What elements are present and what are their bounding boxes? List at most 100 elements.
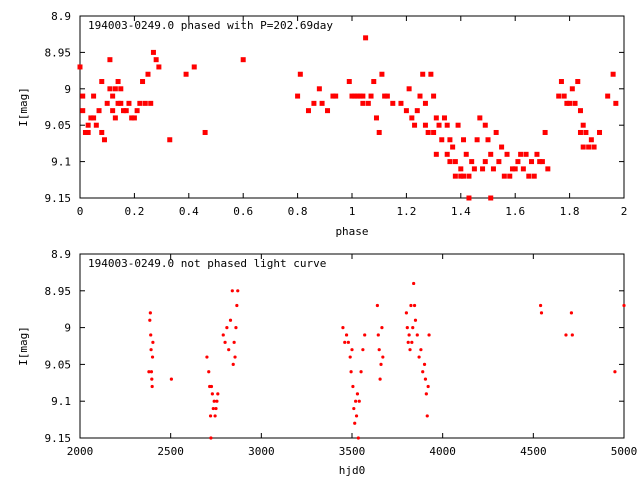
data-point xyxy=(515,159,521,165)
data-point xyxy=(488,195,494,201)
y-axis-label: I[mag] xyxy=(17,87,30,127)
data-point xyxy=(431,129,437,135)
data-points xyxy=(147,281,626,440)
data-point xyxy=(207,370,211,374)
data-point xyxy=(409,115,415,121)
data-point xyxy=(121,108,127,114)
data-point xyxy=(221,333,225,337)
data-point xyxy=(137,100,143,106)
data-point xyxy=(183,71,189,77)
data-point xyxy=(355,392,360,396)
data-point xyxy=(564,100,570,106)
data-point xyxy=(439,137,445,143)
data-point xyxy=(447,159,453,165)
data-point xyxy=(376,333,380,337)
data-point xyxy=(169,377,173,381)
data-point xyxy=(580,144,586,150)
data-point xyxy=(441,115,447,121)
data-point xyxy=(450,144,456,150)
chart-title: 194003-0249.0 not phased light curve xyxy=(88,257,326,270)
data-point xyxy=(488,151,494,157)
data-point xyxy=(407,333,411,337)
data-point xyxy=(572,100,578,106)
data-point xyxy=(501,173,507,179)
data-point xyxy=(414,108,420,114)
data-point xyxy=(597,129,603,135)
data-point xyxy=(378,377,382,381)
data-point xyxy=(140,79,146,85)
data-point xyxy=(371,79,377,85)
data-point xyxy=(150,355,155,359)
y-tick-label: 9.05 xyxy=(45,119,72,132)
data-point xyxy=(191,64,197,70)
data-point xyxy=(295,93,301,99)
data-point xyxy=(330,93,336,99)
data-point xyxy=(542,129,548,135)
data-point xyxy=(499,144,505,150)
data-point xyxy=(344,333,349,337)
data-point xyxy=(297,71,303,77)
data-point xyxy=(480,166,486,172)
data-point xyxy=(575,79,581,85)
data-point xyxy=(227,348,231,352)
data-point xyxy=(586,144,592,150)
data-point xyxy=(350,348,354,352)
x-tick-label: 5000 xyxy=(611,445,638,458)
x-tick-label: 0.2 xyxy=(124,205,144,218)
data-point xyxy=(208,414,213,418)
data-point xyxy=(426,384,430,389)
data-point xyxy=(147,370,151,374)
data-point xyxy=(354,399,358,403)
data-point xyxy=(156,64,162,70)
data-point xyxy=(452,173,458,179)
data-point xyxy=(360,100,366,106)
data-point xyxy=(622,303,626,308)
data-point xyxy=(99,129,105,135)
data-point xyxy=(537,159,543,165)
data-point xyxy=(357,93,363,99)
data-point xyxy=(474,137,480,143)
data-point xyxy=(412,122,418,128)
data-point xyxy=(150,377,154,381)
data-point xyxy=(346,340,350,344)
data-point xyxy=(85,129,91,135)
chart-title: 194003-0249.0 phased with P=202.69day xyxy=(88,19,333,32)
data-point xyxy=(348,355,352,359)
x-tick-label: 2500 xyxy=(157,445,184,458)
data-point xyxy=(359,370,363,374)
x-tick-label: 3500 xyxy=(339,445,366,458)
data-point xyxy=(118,100,124,106)
y-tick-label: 8.9 xyxy=(51,248,71,261)
data-point xyxy=(417,93,423,99)
x-tick-label: 0 xyxy=(77,205,84,218)
data-point xyxy=(351,384,355,389)
data-point xyxy=(209,384,214,389)
data-point xyxy=(354,93,360,99)
data-point xyxy=(99,79,105,85)
data-point xyxy=(240,57,246,63)
x-tick-label: 0.4 xyxy=(179,205,199,218)
data-point xyxy=(545,166,551,172)
data-point xyxy=(142,100,148,106)
data-point xyxy=(377,348,381,352)
data-point xyxy=(232,340,236,344)
data-point xyxy=(458,166,464,172)
y-tick-label: 9.15 xyxy=(45,432,72,445)
data-point xyxy=(466,173,472,179)
data-point xyxy=(458,173,464,179)
data-point xyxy=(461,173,467,179)
data-point xyxy=(233,355,237,359)
data-point xyxy=(230,289,234,293)
data-point xyxy=(212,399,216,403)
x-tick-label: 1.6 xyxy=(505,205,525,218)
data-point xyxy=(509,166,515,172)
data-point xyxy=(577,129,583,135)
data-point xyxy=(556,93,562,99)
data-point xyxy=(363,35,369,41)
data-point xyxy=(93,122,99,128)
data-point xyxy=(213,414,217,418)
data-point xyxy=(482,159,488,165)
y-tick-label: 9.05 xyxy=(45,358,72,371)
data-point xyxy=(461,137,467,143)
data-point xyxy=(148,318,152,322)
